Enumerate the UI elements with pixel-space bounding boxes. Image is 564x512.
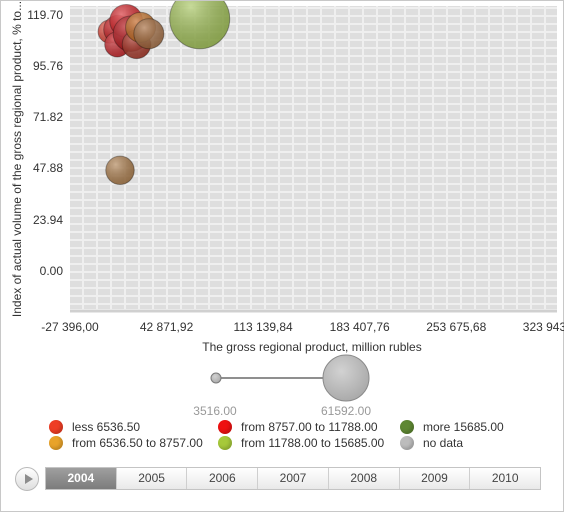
timeline-year-2005[interactable]: 2005 xyxy=(117,468,188,489)
legend-item: more 15685.00 xyxy=(400,419,504,435)
x-tick-label: -27 396,00 xyxy=(41,320,99,334)
legend-item: from 6536.50 to 8757.00 xyxy=(49,435,203,451)
timeline: 2004 2005 2006 2007 2008 2009 2010 xyxy=(13,466,541,492)
timeline-year-2007[interactable]: 2007 xyxy=(258,468,329,489)
size-legend-max-label: 61592.00 xyxy=(320,404,372,418)
legend-swatch xyxy=(218,420,232,434)
legend-label: less 6536.50 xyxy=(72,420,141,434)
x-tick-label: 113 139,84 xyxy=(233,320,293,334)
y-tick-label: 47.88 xyxy=(32,161,63,176)
y-tick-label: 95.76 xyxy=(32,59,63,74)
legend-swatch xyxy=(218,436,232,450)
x-tick-label: 253 675,68 xyxy=(426,320,487,334)
legend-item: less 6536.50 xyxy=(49,419,140,435)
bubble-shade xyxy=(133,18,164,49)
size-legend-min-bubble xyxy=(210,372,222,384)
legend-label: no data xyxy=(423,436,464,450)
timeline-year-2010[interactable]: 2010 xyxy=(491,471,519,485)
bubble-shade xyxy=(169,1,230,49)
legend-label: from 8757.00 to 11788.00 xyxy=(241,420,378,434)
bubbles-group xyxy=(97,1,231,186)
y-tick-label: 0.00 xyxy=(39,263,63,278)
legend-label: from 11788.00 to 15685.00 xyxy=(241,436,385,450)
timeline-years: 2004 2005 2006 2007 2008 2009 2010 xyxy=(45,467,541,490)
play-icon xyxy=(25,474,33,484)
plot-area xyxy=(70,1,557,313)
size-legend-max-bubble xyxy=(322,354,370,402)
legend-item: from 11788.00 to 15685.00 xyxy=(218,435,384,451)
legend-swatch xyxy=(400,436,414,450)
legend-swatch xyxy=(49,420,63,434)
timeline-year-2008[interactable]: 2008 xyxy=(329,468,400,489)
x-tick-label: 183 407,76 xyxy=(329,320,390,334)
x-tick-label: 323 943,60 xyxy=(522,320,564,334)
legend-item: from 8757.00 to 11788.00 xyxy=(218,419,378,435)
y-tick-label: 119.70 xyxy=(27,8,63,23)
legend-swatch xyxy=(49,436,63,450)
size-legend xyxy=(210,354,370,402)
legend-label: from 6536.50 to 8757.00 xyxy=(72,436,203,450)
plot-background xyxy=(70,6,557,309)
y-tick-label: 71.82 xyxy=(32,110,63,125)
y-tick-label: 23.94 xyxy=(32,212,63,227)
play-button[interactable] xyxy=(15,467,39,491)
timeline-year-2009[interactable]: 2009 xyxy=(400,468,471,489)
timeline-year-2006[interactable]: 2006 xyxy=(187,468,259,489)
timeline-year-2004[interactable]: 2004 xyxy=(46,468,117,489)
legend-label: more 15685.00 xyxy=(423,420,504,434)
bubble-shade xyxy=(105,156,135,185)
legend-item: no data xyxy=(400,435,463,451)
legend-swatch xyxy=(400,420,414,434)
size-legend-min-label: 3516.00 xyxy=(193,404,237,418)
x-axis-title: The gross regional product, million rubl… xyxy=(202,340,422,354)
x-tick-label: 42 871,92 xyxy=(139,320,194,334)
